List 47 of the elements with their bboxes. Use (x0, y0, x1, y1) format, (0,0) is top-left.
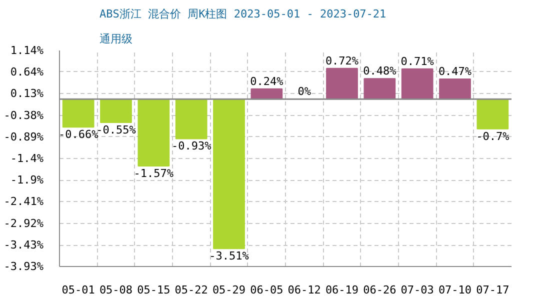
x-tick-label: 05-01 (62, 284, 95, 296)
x-tick-label: 05-29 (212, 284, 246, 296)
x-tick-label: 05-22 (174, 284, 208, 296)
data-label: 0.71% (400, 54, 434, 68)
bar (401, 68, 434, 100)
y-tick-label: -3.43% (4, 238, 44, 252)
y-tick-label: -0.38% (4, 108, 44, 122)
x-tick-label: 06-26 (363, 284, 396, 296)
data-label: -1.57% (134, 166, 174, 180)
bar (62, 98, 94, 128)
x-tick-label: 05-08 (99, 284, 133, 296)
chart-subtitle: 通用级 (100, 32, 132, 46)
data-label: -3.51% (209, 250, 250, 263)
y-tick-label: -3.93% (4, 260, 44, 273)
x-tick-label: 05-15 (137, 284, 170, 296)
data-label: 0.47% (438, 65, 472, 78)
bar (138, 98, 170, 166)
data-label: 0.24% (250, 74, 284, 88)
data-label: -0.93% (171, 140, 212, 153)
bar (100, 98, 132, 123)
bar (364, 78, 396, 100)
y-tick-label: -1.9% (10, 174, 44, 187)
bar (213, 98, 245, 250)
x-tick-label: 07-17 (476, 284, 510, 296)
y-tick-label: -1.4% (10, 152, 44, 166)
bar (175, 98, 208, 140)
chart-title: ABS浙江 混合价 周K柱图 2023-05-01 - 2023-07-21 (100, 8, 386, 20)
y-tick-label: -0.89% (4, 130, 44, 144)
data-label: 0.72% (325, 54, 359, 68)
x-tick-label: 06-05 (250, 284, 284, 296)
x-tick-label: 07-03 (400, 284, 434, 296)
bar (439, 78, 471, 100)
x-tick-label: 06-19 (325, 284, 359, 296)
y-tick-label: 0.13% (10, 87, 44, 100)
data-label: 0.48% (363, 64, 397, 78)
bar (326, 68, 358, 100)
y-tick-label: 1.14% (10, 44, 44, 57)
data-label: -0.66% (58, 128, 99, 142)
data-label: 0% (298, 85, 312, 98)
y-tick-label: 0.64% (10, 65, 44, 78)
y-tick-label: -2.41% (4, 195, 44, 208)
bar (476, 98, 509, 130)
bar (250, 88, 283, 100)
x-tick-label: 06-12 (288, 284, 321, 296)
data-label: -0.7% (476, 130, 510, 143)
x-tick-label: 07-10 (438, 284, 472, 296)
y-tick-label: -2.92% (4, 216, 44, 230)
